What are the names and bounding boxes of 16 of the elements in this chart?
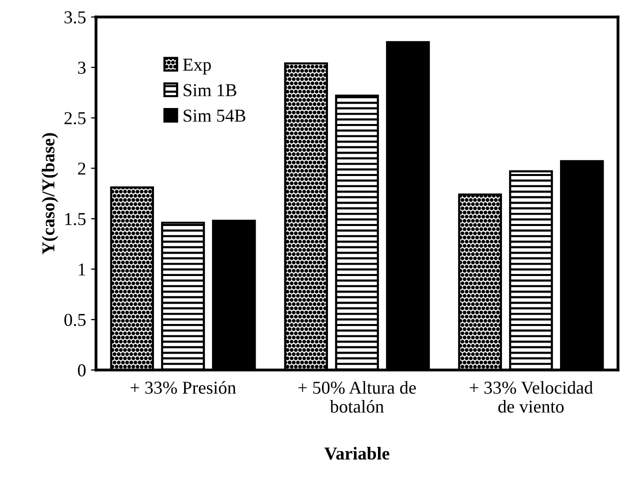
y-tick-label: 0.5 [64,314,86,326]
y-tick-label: 1.5 [65,213,86,226]
legend-label: Sim 54B [184,110,246,122]
y-tick-label: 3 [78,62,86,74]
x-tick-label: + 50% Altura de botalón [298,381,416,413]
legend-label: Sim 1B [184,84,236,96]
y-tick-label: 3.5 [64,11,86,24]
x-axis-title: Variable [324,446,390,460]
legend-label: Exp [183,58,211,74]
y-tick-label: 0 [78,364,86,376]
x-tick-label: + 33% Velocidad de viento [470,381,593,413]
y-tick-label: 2.5 [64,112,86,124]
y-axis-title: Y(caso)/Y(base) [42,133,58,254]
y-tick-label: 1 [78,263,86,276]
x-tick-label: + 33% Presión [130,381,236,394]
y-tick-label: 2 [78,162,86,175]
